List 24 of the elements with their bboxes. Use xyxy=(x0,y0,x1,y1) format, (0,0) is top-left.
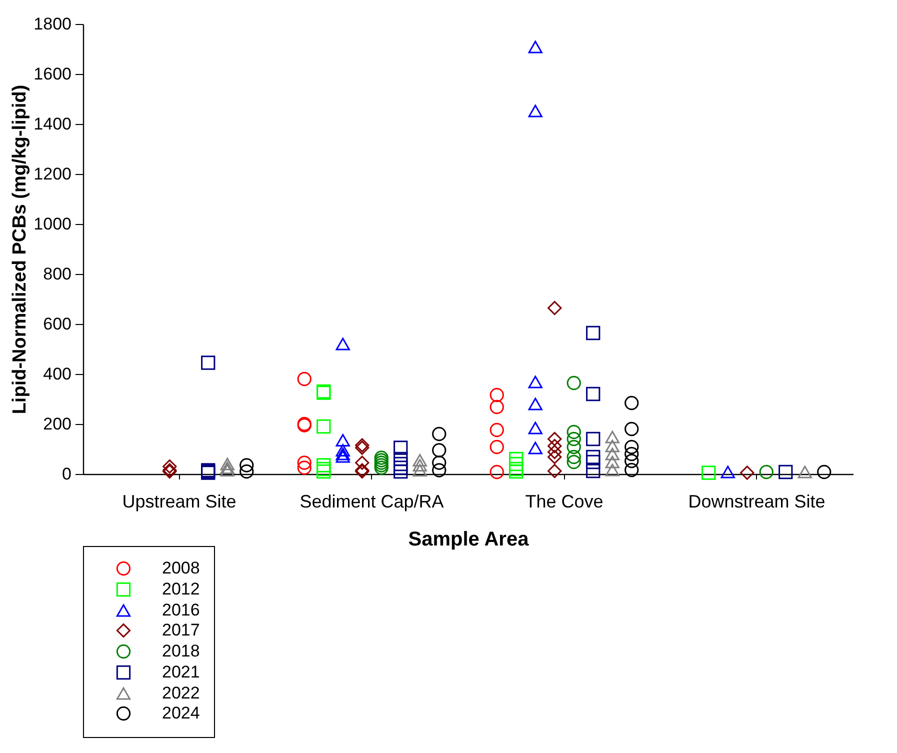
x-axis-title: Sample Area xyxy=(408,528,530,550)
y-tick-label: 600 xyxy=(43,314,72,334)
legend-label: 2022 xyxy=(162,684,200,702)
y-tick-label: 0 xyxy=(62,464,72,484)
y-tick-label: 1200 xyxy=(34,164,72,184)
y-tick-label: 200 xyxy=(43,414,72,434)
y-tick-label: 400 xyxy=(43,364,72,384)
legend-label: 2024 xyxy=(162,704,200,722)
y-tick-label: 1400 xyxy=(34,114,72,134)
legend-label: 2016 xyxy=(162,600,200,620)
legend-label: 2012 xyxy=(162,580,200,598)
y-tick-label: 1800 xyxy=(34,14,72,34)
y-tick-label: 1000 xyxy=(34,214,72,234)
x-tick-label: Upstream Site xyxy=(122,492,236,512)
legend-label: 2018 xyxy=(162,642,200,660)
y-tick-label: 800 xyxy=(43,264,72,284)
x-tick-label: Sediment Cap/RA xyxy=(300,492,444,512)
x-tick-label: The Cove xyxy=(525,492,604,512)
legend-label: 2008 xyxy=(162,558,200,578)
y-axis-title: Lipid-Normalized PCBs (mg/kg-lipid) xyxy=(10,84,31,414)
legend-label: 2021 xyxy=(162,662,200,682)
legend-label: 2017 xyxy=(162,620,200,640)
y-tick-label: 1600 xyxy=(34,64,72,84)
x-tick-label: Downstream Site xyxy=(688,492,826,512)
